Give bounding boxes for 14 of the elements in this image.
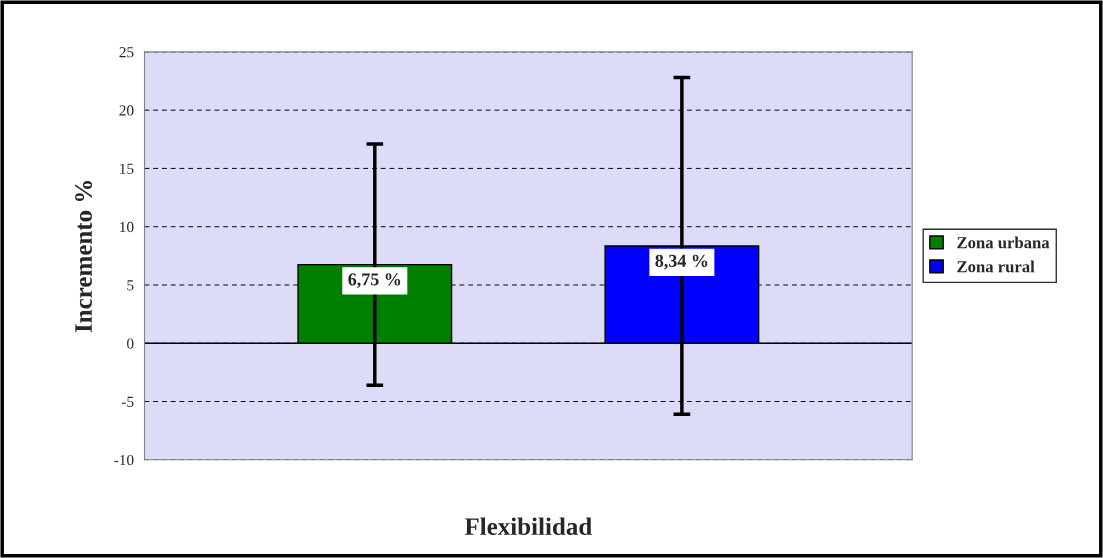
legend-label: Zona urbana [957,236,1050,249]
legend-label: Zona rural [957,260,1035,273]
x-axis-title: Flexibilidad [464,517,592,536]
y-tick-label: 15 [120,163,134,174]
data-label: 8,34 % [655,254,708,270]
y-tick-label: 25 [119,47,134,58]
data-label: 6,75 % [348,273,401,289]
y-tick-label: -10 [114,454,134,466]
y-tick-label: 20 [119,105,134,116]
y-tick-label: 10 [120,221,134,233]
y-tick-label: 5 [127,280,134,291]
y-tick-label: 0 [127,338,134,349]
y-axis-title: Incremento % [75,181,93,333]
y-tick-label: -5 [121,396,134,407]
